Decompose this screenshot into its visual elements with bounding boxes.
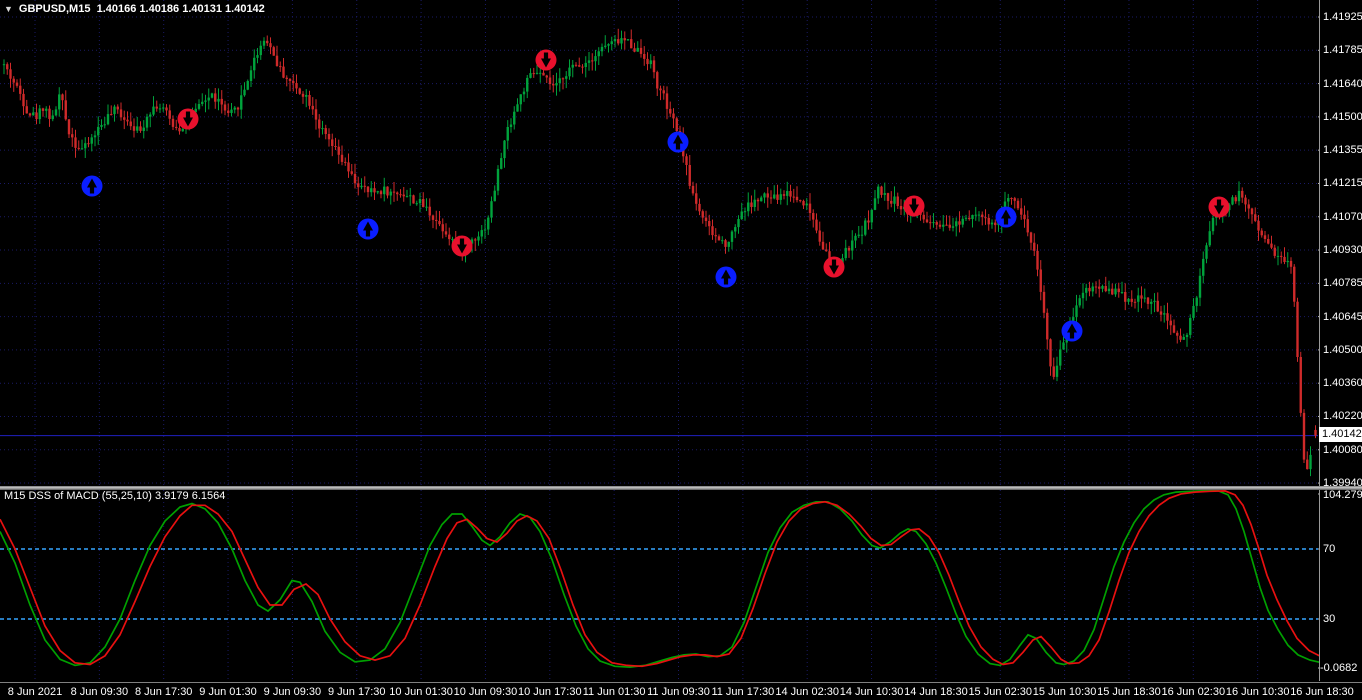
time-axis-label: 16 Jun 02:30 (1161, 686, 1226, 698)
price-axis-label: 1.39940 (1323, 477, 1362, 490)
sell-signal-icon[interactable] (451, 235, 473, 257)
buy-signal-icon[interactable] (667, 131, 689, 153)
ohlc-values: 1.40166 1.40186 1.40131 1.40142 (96, 3, 265, 15)
indicator-axis-label: 30 (1323, 613, 1336, 625)
buy-signal-icon[interactable] (357, 218, 379, 240)
indicator-axis-label: 70 (1323, 543, 1336, 555)
price-axis-label: 1.40930 (1323, 244, 1362, 257)
price-axis[interactable] (1319, 0, 1362, 681)
sell-signal-icon[interactable] (1208, 196, 1230, 218)
time-axis-label: 16 Jun 18:30 (1290, 686, 1354, 698)
time-axis-label: 10 Jun 17:30 (517, 686, 582, 698)
candles (2, 28, 1312, 477)
time-axis-label: 16 Jun 10:30 (1225, 686, 1290, 698)
sell-signal-icon[interactable] (177, 108, 199, 130)
buy-signal-icon[interactable] (995, 206, 1017, 228)
time-axis-label: 9 Jun 09:30 (263, 686, 322, 698)
price-axis-label: 1.40360 (1323, 377, 1362, 390)
price-axis-label: 1.40080 (1323, 443, 1362, 456)
indicator-line-signal (0, 490, 1362, 668)
chart-dropdown-icon[interactable]: ▼ (4, 4, 13, 14)
buy-signal-icon[interactable] (81, 175, 103, 197)
symbol-title: GBPUSD,M15 (18, 3, 91, 15)
time-axis-label: 14 Jun 10:30 (839, 686, 904, 698)
time-axis-label: 11 Jun 17:30 (711, 686, 775, 698)
price-axis-label: 1.40645 (1323, 310, 1362, 323)
price-axis-label: 1.41925 (1323, 11, 1362, 23)
time-axis-label: 10 Jun 09:30 (453, 686, 518, 698)
indicator-axis-label: -0.0682 (1320, 662, 1358, 674)
time-axis-label: 14 Jun 18:30 (904, 686, 968, 698)
sell-signal-icon[interactable] (535, 49, 557, 71)
price-axis-label: 1.41355 (1323, 144, 1362, 157)
time-axis-label: 14 Jun 02:30 (775, 686, 839, 698)
current-price-tag: 1.40142 (1319, 427, 1362, 442)
price-axis-label: 1.41070 (1323, 210, 1362, 223)
price-axis-label: 1.41500 (1323, 110, 1362, 123)
time-axis[interactable] (0, 682, 1362, 700)
pane-resize-handle[interactable] (0, 486, 1362, 490)
chart-title-bar: ▼ GBPUSD,M15 1.40166 1.40186 1.40131 1.40… (4, 3, 265, 15)
time-axis-label: 11 Jun 09:30 (647, 686, 710, 698)
buy-signal-icon[interactable] (715, 266, 737, 288)
indicator-line-dss (0, 489, 1362, 668)
price-axis-label: 1.41215 (1323, 177, 1362, 190)
price-axis-label: 1.40785 (1323, 277, 1362, 290)
sell-signal-icon[interactable] (903, 195, 925, 217)
time-axis-label: 15 Jun 10:30 (1032, 686, 1097, 698)
time-axis-label: 9 Jun 01:30 (199, 686, 257, 698)
price-axis-label: 1.41640 (1323, 77, 1362, 90)
price-axis-label: 1.40500 (1323, 343, 1362, 356)
time-axis-label: 8 Jun 09:30 (70, 686, 129, 698)
buy-signal-icon[interactable] (1061, 320, 1083, 342)
time-axis-label: 15 Jun 02:30 (968, 686, 1033, 698)
time-axis-label: 8 Jun 17:30 (134, 686, 193, 698)
time-axis-label: 15 Jun 18:30 (1097, 686, 1161, 698)
time-axis-label: 9 Jun 17:30 (328, 686, 386, 698)
indicator-axis-label: 104.2799 (1323, 489, 1362, 501)
time-axis-label: 8 Jun 2021 (7, 686, 63, 698)
price-axis-label: 1.40220 (1323, 410, 1362, 423)
indicator-title: M15 DSS of MACD (55,25,10) 3.9179 6.1564 (4, 490, 226, 502)
sell-signal-icon[interactable] (823, 256, 845, 278)
time-axis-label: 11 Jun 01:30 (582, 686, 646, 698)
price-axis-label: 1.41785 (1323, 44, 1362, 57)
time-axis-label: 10 Jun 01:30 (389, 686, 453, 698)
